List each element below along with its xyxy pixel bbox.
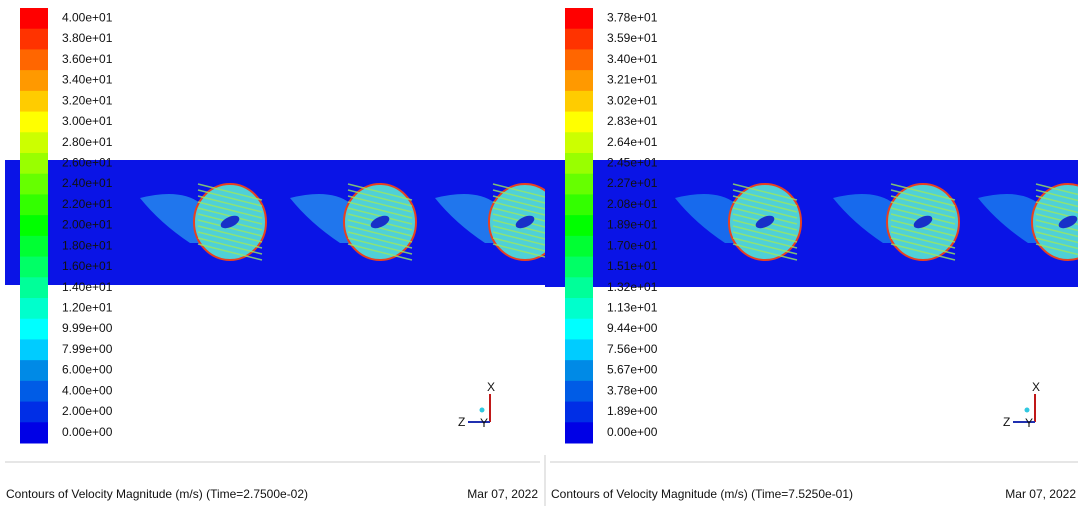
colorbar-label: 3.21e+01 — [607, 73, 658, 87]
colorbar-swatch — [565, 194, 593, 215]
colorbar-label: 7.56e+00 — [607, 342, 658, 356]
colorbar-swatch — [565, 277, 593, 298]
colorbar-label: 0.00e+00 — [62, 425, 113, 439]
colorbar-swatch — [20, 298, 48, 319]
axis-label-x: X — [1032, 380, 1040, 394]
colorbar-label: 9.44e+00 — [607, 321, 658, 335]
colorbar-swatch — [565, 215, 593, 236]
colorbar-swatch — [20, 381, 48, 402]
colorbar-swatch — [20, 422, 48, 443]
colorbar-label: 5.67e+00 — [607, 363, 658, 377]
colorbar-label: 3.60e+01 — [62, 52, 113, 66]
colorbar-label: 4.00e+00 — [62, 383, 113, 397]
colorbar-label: 6.00e+00 — [62, 363, 113, 377]
colorbar-swatch — [20, 277, 48, 298]
colorbar-swatch — [20, 8, 48, 29]
colorbar-swatch — [20, 112, 48, 133]
colorbar-swatch — [565, 422, 593, 443]
colorbar-label: 2.40e+01 — [62, 176, 113, 190]
colorbar-label: 0.00e+00 — [607, 425, 658, 439]
caption: Contours of Velocity Magnitude (m/s) (Ti… — [6, 487, 308, 501]
colorbar-swatch — [565, 49, 593, 70]
colorbar-swatch — [565, 29, 593, 50]
colorbar-label: 3.80e+01 — [62, 31, 113, 45]
colorbar-swatch — [565, 236, 593, 257]
screenshot: 4.00e+01 3.80e+01 3.60e+01 3.40e+01 3.20e+01… — [0, 0, 1078, 506]
colorbar-label: 2.83e+01 — [607, 114, 658, 128]
colorbar-label: 3.40e+01 — [607, 52, 658, 66]
date: Mar 07, 2022 — [467, 487, 538, 501]
colorbar-label: 2.27e+01 — [607, 176, 658, 190]
axis-label-z: Z — [1003, 415, 1010, 429]
colorbar-label: 2.80e+01 — [62, 135, 113, 149]
axis-label-y: Y — [1025, 416, 1033, 430]
colorbar-label: 3.59e+01 — [607, 31, 658, 45]
colorbar-label: 1.89e+01 — [607, 218, 658, 232]
colorbar-swatch — [20, 194, 48, 215]
axis-label-z: Z — [458, 415, 465, 429]
caption: Contours of Velocity Magnitude (m/s) (Ti… — [551, 487, 853, 501]
colorbar-label: 1.60e+01 — [62, 259, 113, 273]
colorbar-swatch — [565, 132, 593, 153]
colorbar-label: 3.78e+00 — [607, 383, 658, 397]
colorbar-swatch — [565, 257, 593, 278]
colorbar-label: 2.64e+01 — [607, 135, 658, 149]
colorbar-label: 2.00e+00 — [62, 404, 113, 418]
colorbar-swatch — [20, 402, 48, 423]
colorbar-label: 3.20e+01 — [62, 93, 113, 107]
colorbar-swatch — [20, 70, 48, 91]
colorbar-label: 2.08e+01 — [607, 197, 658, 211]
colorbar-label: 4.00e+01 — [62, 11, 113, 25]
colorbar-swatch — [565, 298, 593, 319]
colorbar-label: 2.00e+01 — [62, 218, 113, 232]
colorbar-label: 1.80e+01 — [62, 238, 113, 252]
colorbar-swatch — [20, 339, 48, 360]
colorbar-label: 7.99e+00 — [62, 342, 113, 356]
colorbar-swatch — [565, 70, 593, 91]
colorbar-swatch — [20, 174, 48, 195]
colorbar-swatch — [565, 91, 593, 112]
axis-origin — [1025, 408, 1030, 413]
colorbar-label: 2.45e+01 — [607, 156, 658, 170]
colorbar-swatch — [565, 174, 593, 195]
colorbar-label: 1.13e+01 — [607, 301, 658, 315]
colorbar-swatch — [565, 339, 593, 360]
colorbar-label: 2.20e+01 — [62, 197, 113, 211]
colorbar-label: 3.02e+01 — [607, 93, 658, 107]
colorbar-label: 1.40e+01 — [62, 280, 113, 294]
colorbar-swatch — [20, 49, 48, 70]
colorbar-swatch — [20, 215, 48, 236]
colorbar-swatch — [20, 132, 48, 153]
colorbar-swatch — [20, 257, 48, 278]
colorbar-label: 1.20e+01 — [62, 301, 113, 315]
colorbar-label: 3.40e+01 — [62, 73, 113, 87]
colorbar-label: 2.60e+01 — [62, 156, 113, 170]
axis-label-y: Y — [480, 416, 488, 430]
colorbar-label: 1.32e+01 — [607, 280, 658, 294]
colorbar-swatch — [20, 153, 48, 174]
colorbar-swatch — [20, 236, 48, 257]
date: Mar 07, 2022 — [1005, 487, 1076, 501]
axis-origin — [480, 408, 485, 413]
colorbar-swatch — [565, 319, 593, 340]
colorbar-swatch — [565, 112, 593, 133]
colorbar-swatch — [565, 153, 593, 174]
colorbar-label: 3.00e+01 — [62, 114, 113, 128]
colorbar-swatch — [20, 91, 48, 112]
colorbar-swatch — [565, 381, 593, 402]
colorbar-label: 3.78e+01 — [607, 11, 658, 25]
colorbar-label: 1.89e+00 — [607, 404, 658, 418]
colorbar-swatch — [20, 360, 48, 381]
colorbar-swatch — [20, 319, 48, 340]
colorbar-label: 9.99e+00 — [62, 321, 113, 335]
colorbar-swatch — [565, 8, 593, 29]
colorbar-swatch — [20, 29, 48, 50]
colorbar-label: 1.51e+01 — [607, 259, 658, 273]
colorbar-swatch — [565, 402, 593, 423]
colorbar-label: 1.70e+01 — [607, 238, 658, 252]
axis-label-x: X — [487, 380, 495, 394]
colorbar-swatch — [565, 360, 593, 381]
